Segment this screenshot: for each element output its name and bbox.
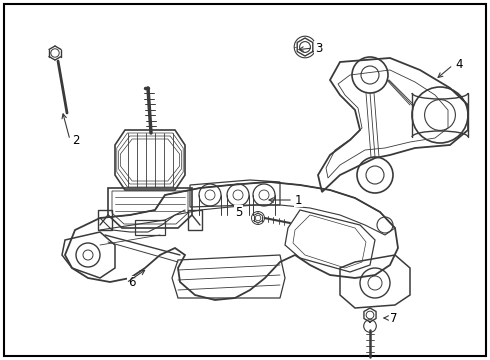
- Text: 4: 4: [455, 58, 463, 72]
- Text: 6: 6: [128, 276, 136, 289]
- Text: 7: 7: [390, 311, 397, 324]
- Text: 5: 5: [235, 206, 243, 219]
- Text: 3: 3: [315, 41, 322, 54]
- Text: 1: 1: [295, 194, 302, 207]
- Text: 2: 2: [72, 134, 79, 147]
